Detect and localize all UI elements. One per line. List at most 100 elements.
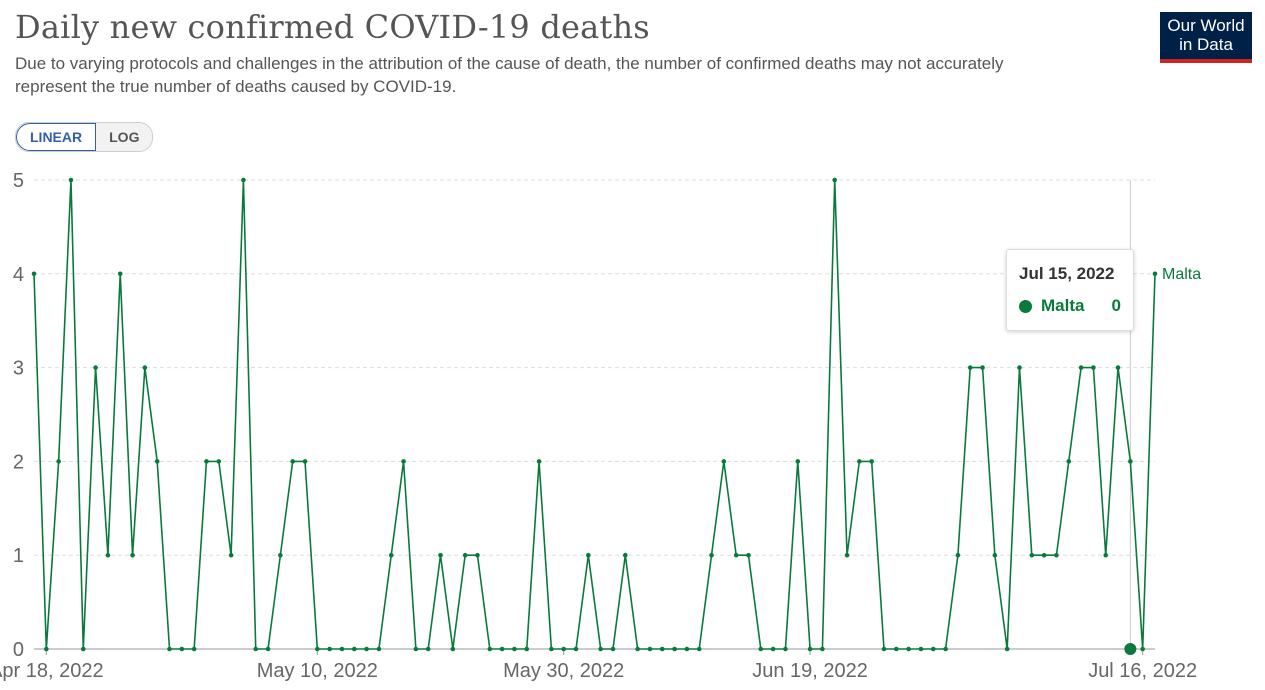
data-point xyxy=(302,459,308,464)
data-point xyxy=(68,177,74,183)
data-point xyxy=(1091,365,1096,370)
data-point xyxy=(906,646,911,652)
tooltip-series-name: Malta xyxy=(1041,296,1085,315)
data-point xyxy=(832,177,838,183)
data-point xyxy=(1017,365,1022,370)
data-point xyxy=(265,646,271,652)
data-point xyxy=(1128,459,1133,464)
logo-line-2: in Data xyxy=(1179,35,1233,54)
chart-title: Daily new confirmed COVID-19 deaths xyxy=(15,8,650,46)
highlighted-data-point xyxy=(1124,643,1137,655)
data-point xyxy=(130,552,135,558)
data-point xyxy=(117,271,123,277)
data-point xyxy=(967,365,973,370)
data-point xyxy=(142,365,148,370)
x-tick-label: Jun 19, 2022 xyxy=(752,660,868,682)
data-point xyxy=(869,459,874,464)
data-point xyxy=(1140,646,1145,652)
linear-scale-button[interactable]: LINEAR xyxy=(16,123,97,151)
data-point xyxy=(31,271,37,277)
data-point xyxy=(44,646,49,652)
data-point xyxy=(980,365,985,370)
x-tick-label: May 30, 2022 xyxy=(503,660,624,682)
hover-tooltip: Jul 15, 2022 Malta 0 xyxy=(1006,249,1134,331)
data-point xyxy=(955,552,961,558)
tooltip-series-dot xyxy=(1019,299,1032,313)
data-point xyxy=(290,459,295,464)
data-point xyxy=(80,646,86,652)
data-point xyxy=(992,552,998,558)
data-point xyxy=(93,365,98,370)
data-point xyxy=(684,646,690,652)
x-tick-label: May 10, 2022 xyxy=(257,660,378,682)
data-point xyxy=(450,646,456,652)
data-point xyxy=(573,646,579,652)
data-point xyxy=(561,646,567,652)
chart-subtitle: Due to varying protocols and challenges … xyxy=(15,54,1004,96)
data-point xyxy=(1078,365,1084,370)
data-point xyxy=(918,646,924,652)
data-point xyxy=(339,646,345,652)
scale-toggle: LINEAR LOG xyxy=(15,122,154,152)
data-point xyxy=(228,552,234,558)
data-point xyxy=(364,646,369,652)
data-point xyxy=(241,177,246,183)
data-point xyxy=(56,459,61,464)
tooltip-row: Malta 0 xyxy=(1019,296,1121,316)
data-point xyxy=(622,552,628,558)
series-end-label: Malta xyxy=(1162,266,1201,283)
data-point xyxy=(388,552,394,558)
tooltip-series-value: 0 xyxy=(1111,296,1121,315)
data-point xyxy=(401,459,406,464)
data-point xyxy=(475,552,480,558)
data-point xyxy=(770,646,776,652)
data-point xyxy=(204,459,209,464)
data-point xyxy=(154,459,160,464)
data-point xyxy=(1103,552,1109,558)
data-point xyxy=(881,646,887,652)
series-line-malta xyxy=(33,179,1156,650)
data-point xyxy=(425,646,431,652)
data-point xyxy=(549,646,554,652)
logo-line-1: Our World xyxy=(1167,16,1245,35)
data-point xyxy=(536,459,542,464)
data-point xyxy=(857,459,862,464)
data-point xyxy=(1066,459,1072,464)
data-point xyxy=(647,646,653,652)
data-point xyxy=(179,646,185,652)
data-point xyxy=(1152,271,1158,277)
data-point xyxy=(635,646,640,652)
data-point xyxy=(413,646,419,652)
data-point xyxy=(733,552,739,558)
y-tick-label: 0 xyxy=(13,639,24,661)
log-scale-button[interactable]: LOG xyxy=(96,123,153,151)
data-point xyxy=(487,646,493,652)
y-tick-label: 4 xyxy=(13,264,24,286)
data-point xyxy=(795,459,801,464)
data-point xyxy=(253,646,259,652)
data-point xyxy=(524,646,530,652)
data-point xyxy=(315,646,320,652)
data-point xyxy=(598,646,603,652)
data-point xyxy=(709,552,714,558)
owid-logo[interactable]: Our World in Data xyxy=(1160,12,1252,63)
data-point xyxy=(894,646,899,652)
data-point xyxy=(1115,365,1121,370)
data-point xyxy=(758,646,764,652)
data-point xyxy=(191,646,197,652)
data-point xyxy=(499,646,505,652)
data-point xyxy=(783,646,788,652)
data-point xyxy=(930,646,936,652)
data-point xyxy=(438,552,443,558)
data-point xyxy=(376,646,382,652)
data-point xyxy=(610,646,616,652)
x-tick-label: Apr 18, 2022 xyxy=(0,660,104,682)
data-point xyxy=(659,646,665,652)
data-point xyxy=(807,646,813,652)
y-tick-label: 3 xyxy=(13,358,24,380)
data-point xyxy=(1041,552,1047,558)
data-point xyxy=(844,552,850,558)
data-point xyxy=(943,646,948,652)
data-point xyxy=(462,552,468,558)
